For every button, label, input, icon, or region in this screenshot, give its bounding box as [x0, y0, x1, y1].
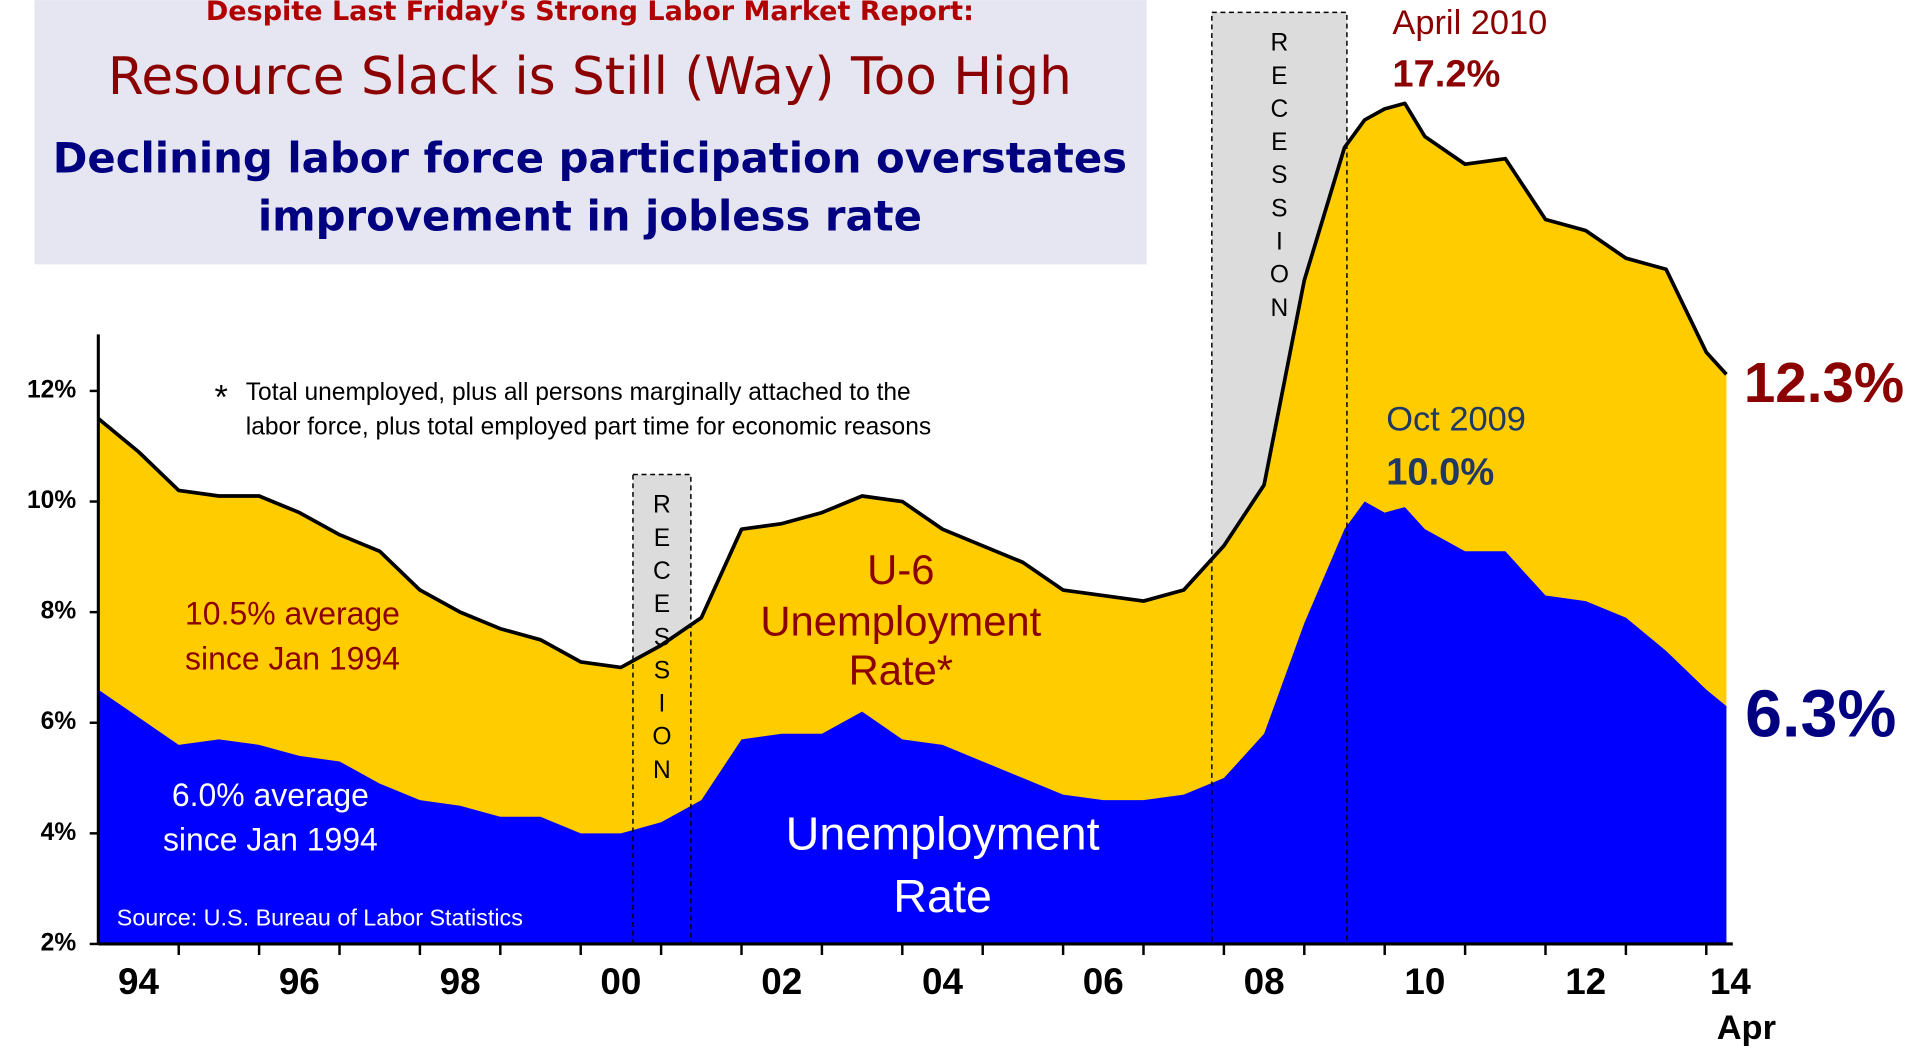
y-tick-label: 6% — [41, 708, 77, 735]
x-tick-label: 10 — [1404, 961, 1445, 1002]
annotation: 10.0% — [1386, 452, 1494, 494]
background-layer — [34, 0, 1147, 265]
x-tick-label: 06 — [1083, 961, 1124, 1002]
recession-label: RECESSION — [648, 492, 675, 790]
x-tick-label: 12 — [1565, 961, 1606, 1002]
series-label: Unemployment — [760, 597, 1041, 644]
series-label: Unemployment — [786, 807, 1100, 859]
subtitle: Declining labor force participation over… — [53, 134, 1127, 183]
x-end-label: Apr — [1717, 1009, 1776, 1047]
annotation: 17.2% — [1392, 53, 1500, 95]
series-label: U-6 — [867, 546, 934, 593]
end-label: 6.3% — [1745, 678, 1896, 752]
header-box — [34, 0, 1147, 265]
note: labor force, plus total employed part ti… — [246, 413, 931, 440]
note: Total unemployed, plus all persons margi… — [246, 379, 911, 406]
source: Source: U.S. Bureau of Labor Statistics — [117, 905, 523, 931]
x-tick-label: 94 — [118, 961, 159, 1002]
chart-title: Resource Slack is Still (Way) Too High — [108, 47, 1072, 107]
y-tick-label: 8% — [41, 598, 77, 625]
recession-label: RECESSION — [1266, 30, 1293, 328]
x-tick-label: 14 — [1710, 961, 1751, 1002]
x-tick-label: 96 — [279, 961, 320, 1002]
y-tick-label: 4% — [41, 819, 77, 846]
x-tick-label: 08 — [1244, 961, 1285, 1002]
annotation: April 2010 — [1392, 4, 1547, 42]
series-label: Rate* — [849, 647, 953, 694]
x-tick-label: 98 — [440, 961, 481, 1002]
annotation: Oct 2009 — [1386, 401, 1526, 439]
text-layer: Despite Last Friday’s Strong Labor Marke… — [53, 0, 1904, 1047]
area — [98, 501, 1727, 944]
recession-outline — [632, 473, 692, 945]
annotation: 6.0% average — [172, 777, 369, 813]
annotation: 10.5% average — [185, 595, 400, 631]
annotation: since Jan 1994 — [163, 821, 378, 857]
end-label: 12.3% — [1744, 351, 1904, 414]
y-tick-label: 2% — [41, 929, 77, 956]
annotation: since Jan 1994 — [185, 641, 400, 677]
y-tick-label: 12% — [27, 376, 76, 403]
y-tick-label: 10% — [27, 487, 76, 514]
subtitle: improvement in jobless rate — [258, 191, 922, 240]
plot-layer: RECESSION RECESSION 2% 4% 6% 8% 10% 12% 94 96 98 00… — [27, 11, 1751, 1002]
area-outline — [97, 101, 1728, 670]
x-tick-label: 02 — [761, 961, 802, 1002]
series-label: Rate — [893, 870, 992, 922]
kicker: Despite Last Friday’s Strong Labor Marke… — [206, 0, 974, 27]
x-tick-label: 00 — [600, 961, 641, 1002]
x-tick-label: 04 — [922, 961, 963, 1002]
note-mark: * — [215, 379, 228, 417]
